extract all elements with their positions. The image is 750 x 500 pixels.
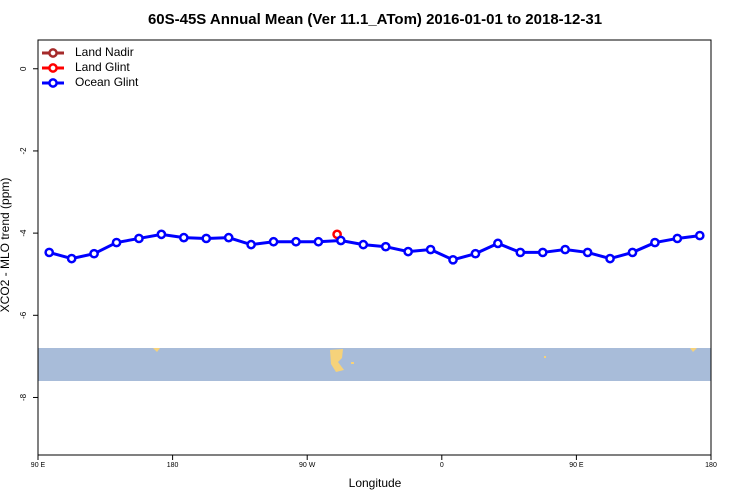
data-point xyxy=(560,244,571,255)
y-tick-label: 0 xyxy=(19,66,28,71)
data-point xyxy=(223,232,234,243)
data-point xyxy=(448,254,458,265)
data-point xyxy=(582,247,593,258)
plot-frame xyxy=(37,39,712,456)
data-point xyxy=(672,233,683,244)
y-tick-label: -6 xyxy=(19,311,28,319)
data-point xyxy=(627,247,638,258)
series-line xyxy=(48,232,700,262)
data-point xyxy=(313,236,324,247)
chart-title: 60S-45S Annual Mean (Ver 11.1_ATom) 2016… xyxy=(148,11,602,28)
x-tick-label: 180 xyxy=(705,462,717,469)
data-point xyxy=(694,230,705,241)
data-point xyxy=(201,233,212,244)
data-point xyxy=(89,248,99,259)
legend-label: Land Nadir xyxy=(75,45,134,59)
x-tick-label: 0 xyxy=(440,462,444,469)
data-point xyxy=(403,246,413,257)
y-tick-label: -8 xyxy=(19,393,28,401)
y-tick-label: -4 xyxy=(19,229,28,237)
data-point xyxy=(336,235,346,246)
legend-label: Land Glint xyxy=(75,60,130,74)
data-point xyxy=(380,241,391,252)
x-tick-label: 90 W xyxy=(299,462,316,469)
data-point xyxy=(291,236,301,247)
data-point xyxy=(246,239,256,250)
x-tick-label: 180 xyxy=(167,462,179,469)
legend-marker xyxy=(48,78,58,88)
data-point xyxy=(650,237,660,248)
data-point xyxy=(111,237,122,248)
x-tick-label: 90 E xyxy=(31,462,46,469)
data-point xyxy=(178,232,189,243)
data-point xyxy=(515,247,526,258)
x-tick-label: 90 E xyxy=(569,462,584,469)
data-point xyxy=(66,253,77,264)
data-point xyxy=(470,248,481,259)
data-point xyxy=(493,238,503,249)
y-tick-label: -2 xyxy=(19,147,28,155)
data-point xyxy=(358,239,369,250)
data-point xyxy=(134,233,144,244)
legend-marker xyxy=(48,48,58,58)
legend-label: Ocean Glint xyxy=(75,75,139,89)
data-point xyxy=(156,229,167,240)
data-point xyxy=(268,236,279,247)
data-point xyxy=(537,247,548,258)
legend-marker xyxy=(48,63,58,73)
data-point xyxy=(425,244,436,255)
y-axis-label: XCO2 - MLO trend (ppm) xyxy=(0,178,12,313)
data-point xyxy=(605,253,615,264)
x-axis-label: Longitude xyxy=(349,476,402,490)
data-point xyxy=(44,247,55,258)
map-strip xyxy=(38,348,711,381)
